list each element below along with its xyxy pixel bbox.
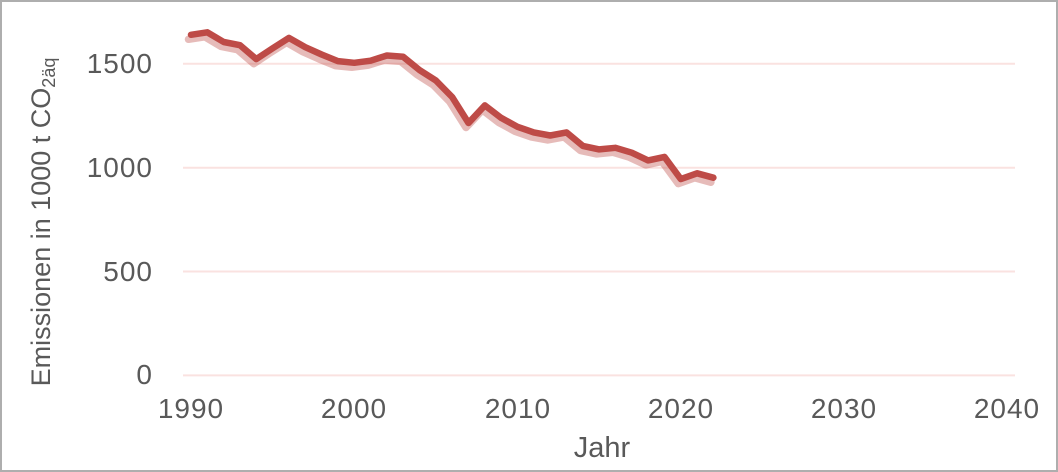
- emissions-line: [187, 29, 717, 183]
- x-tick-label: 2000: [320, 393, 388, 424]
- x-tick-label: 2040: [973, 393, 1041, 424]
- y-tick-label: 500: [103, 256, 153, 287]
- emissions-line-shadow: [184, 33, 715, 188]
- y-tick-label: 1000: [86, 152, 153, 183]
- x-tick-label: 2030: [810, 393, 878, 424]
- x-tick-label: 2010: [484, 393, 552, 424]
- x-tick-label: 2020: [647, 393, 715, 424]
- y-axis-title: Emissionen in 1000 t CO2äq: [26, 57, 59, 387]
- x-tick-label: 1990: [157, 393, 225, 424]
- y-tick-label: 1500: [86, 48, 153, 79]
- y-tick-label: 0: [136, 359, 153, 390]
- y-axis-title-text: Emissionen in 1000 t CO: [26, 87, 56, 387]
- y-axis-title-subscript: 2äq: [39, 57, 59, 88]
- x-axis-title: Jahr: [573, 432, 631, 464]
